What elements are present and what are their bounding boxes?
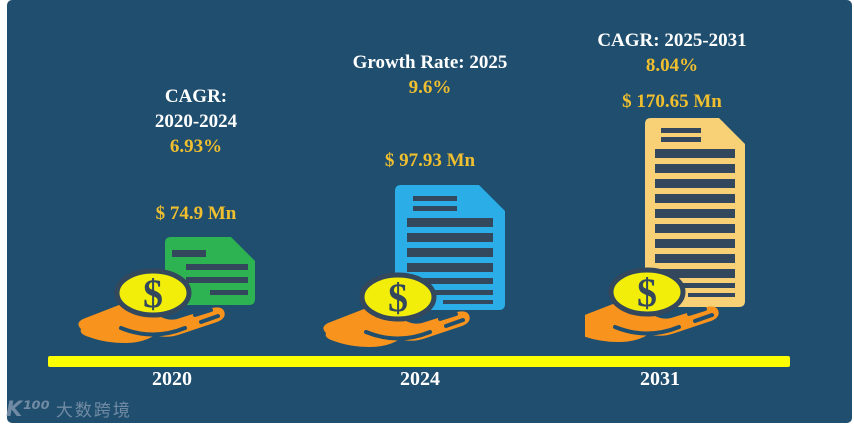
year-label-2024: 2024 <box>400 368 440 390</box>
money-report-icon-blue <box>315 185 505 355</box>
timeline-bar <box>48 356 790 367</box>
watermark-text: 大数跨境 <box>55 401 132 421</box>
column-2031-value: $ 170.65 Mn <box>622 91 722 112</box>
column-2024-value: $ 97.93 Mn <box>384 150 476 171</box>
column-2031-rate: 8.04% <box>645 55 699 76</box>
money-report-icon-green <box>70 237 255 355</box>
money-report-icon-yellow <box>585 118 745 357</box>
year-label-2031: 2031 <box>640 368 680 390</box>
column-2031-heading: CAGR: 2025-2031 8.04% $ 170.65 Mn <box>572 28 772 114</box>
column-2024-heading: Growth Rate: 2025 9.6% $ 97.93 Mn <box>330 50 530 173</box>
watermark: K¹⁰⁰ 大数跨境 <box>6 396 132 421</box>
watermark-logo-icon: K¹⁰⁰ <box>6 397 50 421</box>
column-2020-heading: CAGR: 2020-2024 6.93% $ 74.9 Mn <box>96 84 296 226</box>
column-2024-rate: 9.6% <box>408 77 452 98</box>
column-2020-rate: 6.93% <box>169 136 223 157</box>
year-label-2020: 2020 <box>152 368 192 390</box>
column-2020-value: $ 74.9 Mn <box>155 203 237 224</box>
